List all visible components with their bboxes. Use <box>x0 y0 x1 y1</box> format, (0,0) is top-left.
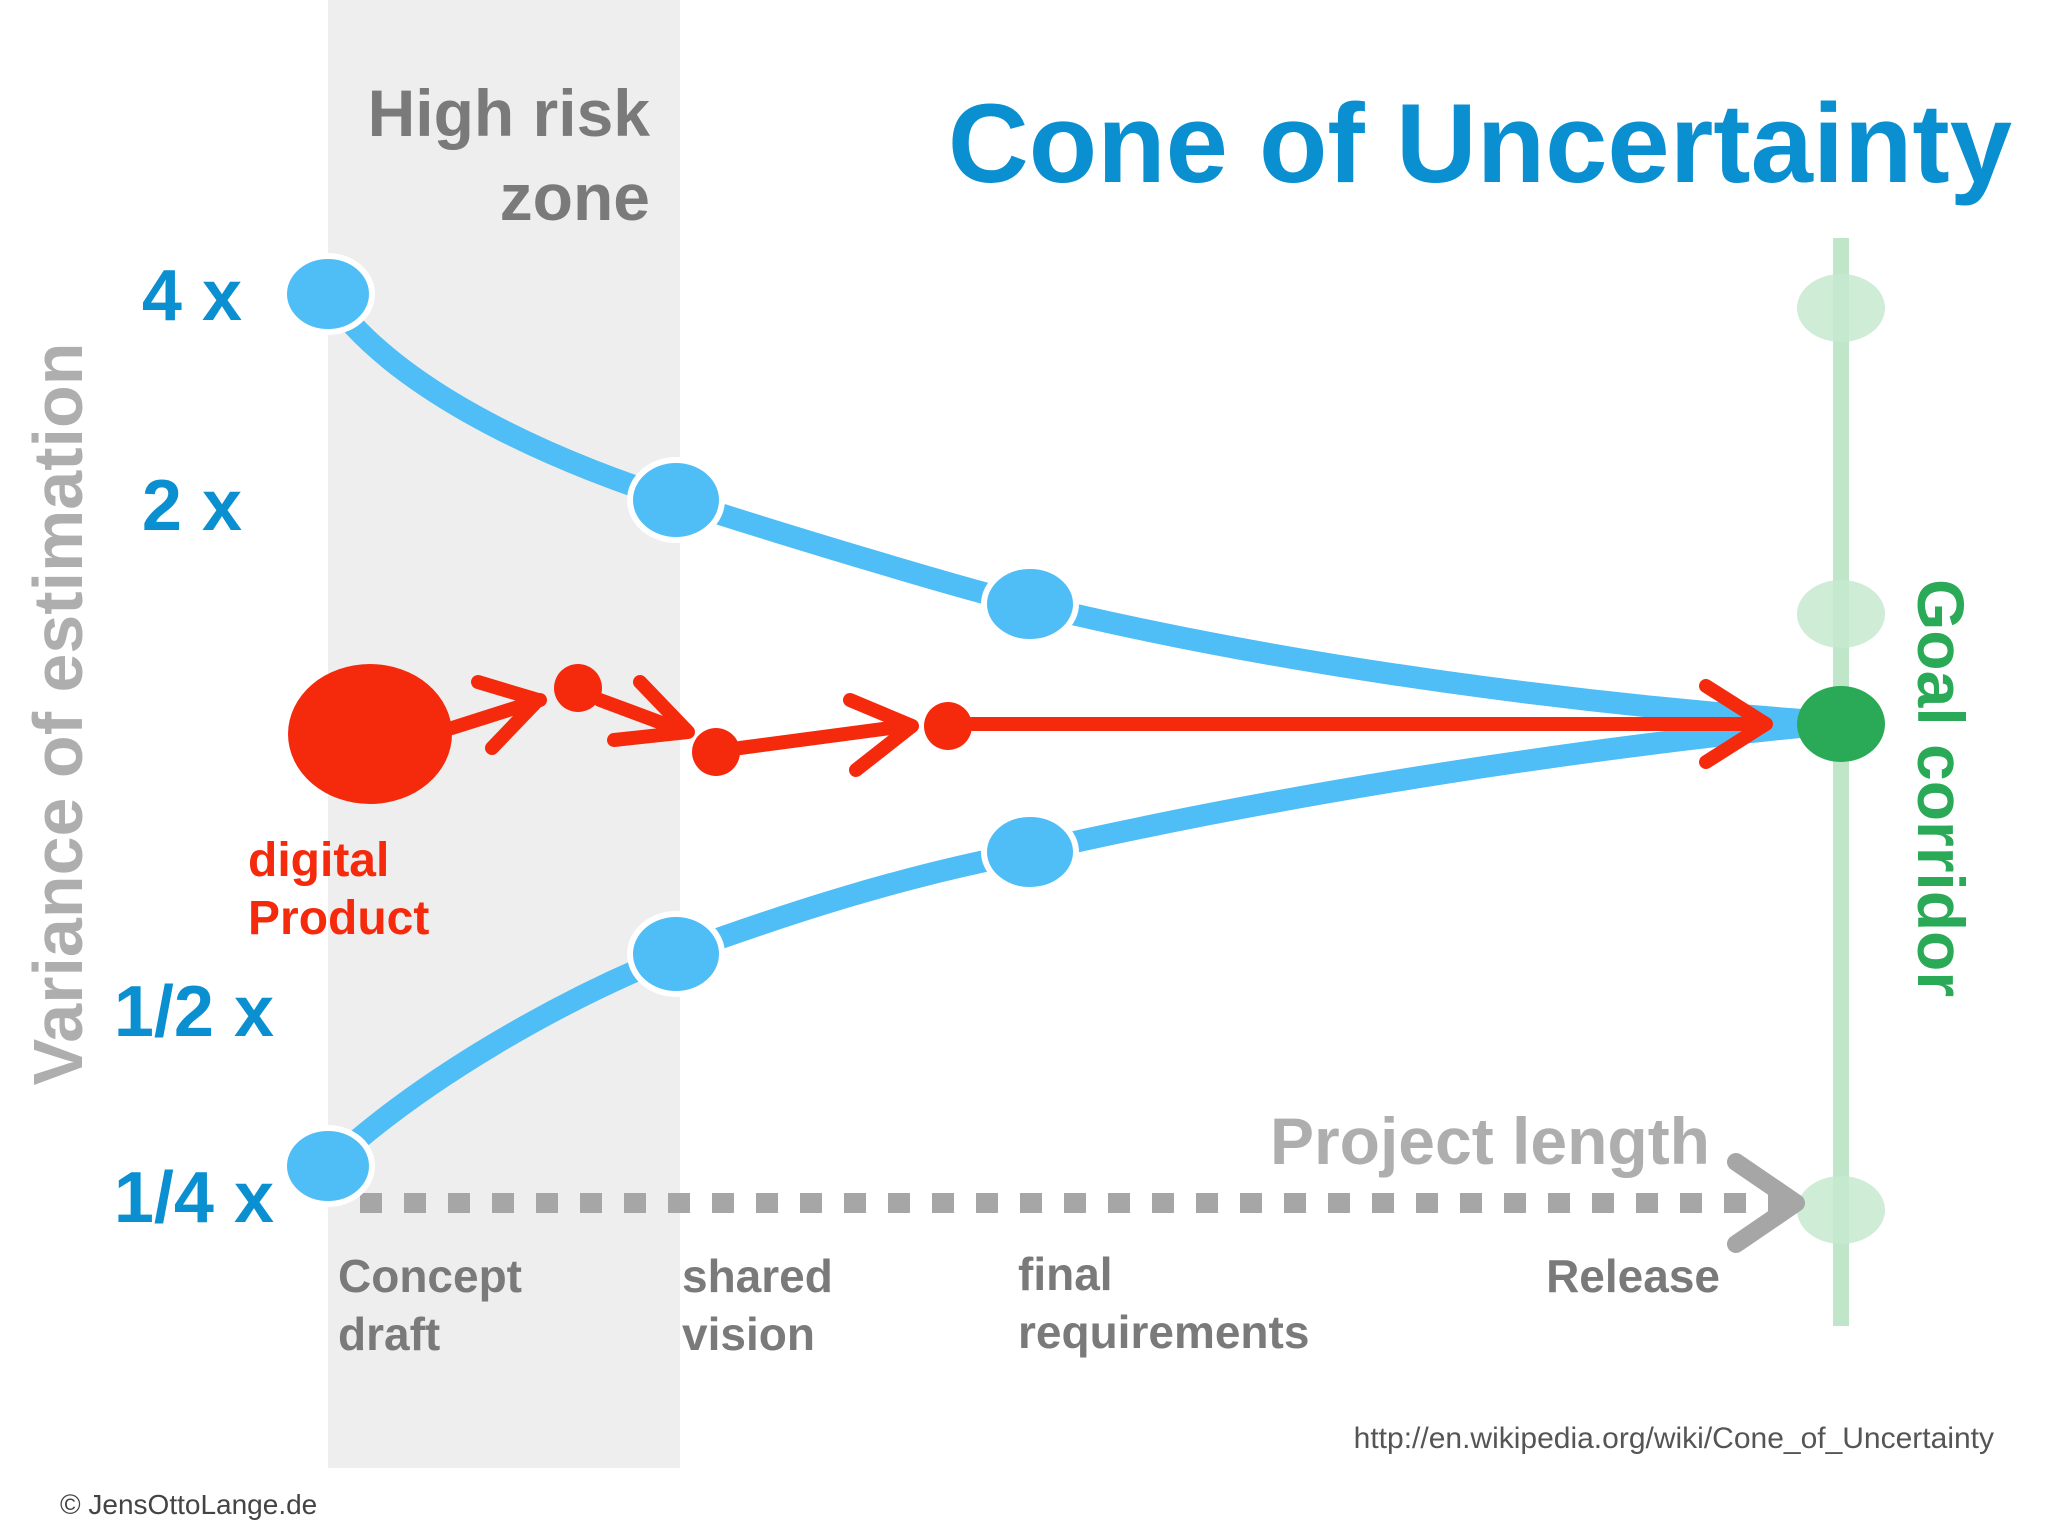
zone-label-line2: zone <box>500 160 650 234</box>
milestone-concept-draft-line1: Concept <box>338 1250 522 1302</box>
level-label-half-x: 1/2 x <box>114 972 274 1052</box>
goal-corridor-dot-top <box>1797 274 1885 342</box>
cone-upper-curve <box>317 283 1841 733</box>
cone-dot-shared-vision-upper <box>627 457 725 543</box>
cone-dot-quarter-x <box>281 1125 375 1207</box>
product-waypoint-3 <box>924 702 972 750</box>
product-waypoint-1 <box>554 664 602 712</box>
product-arrow-final-head <box>1699 679 1773 769</box>
goal-corridor-label: Goal corridor <box>1904 579 1978 997</box>
x-axis-label: Project length <box>1270 1104 1710 1178</box>
goal-corridor-dot-bottom <box>1797 1176 1885 1244</box>
goal-corridor-dot-upper <box>1797 580 1885 648</box>
cone-dot-final-requirements-upper <box>981 563 1079 645</box>
zone-label-line1: High risk <box>368 76 651 150</box>
goal-corridor-band <box>1833 238 1849 1326</box>
project-length-arrowhead <box>1727 1153 1805 1253</box>
level-label-quarter-x: 1/4 x <box>114 1158 274 1238</box>
cone-dot-4x <box>281 253 375 335</box>
page-title: Cone of Uncertainty <box>948 81 2012 206</box>
cone-lower-curve <box>317 713 1841 1177</box>
source-url[interactable]: http://en.wikipedia.org/wiki/Cone_of_Unc… <box>1354 1422 1994 1455</box>
product-arrow-2-head <box>607 675 695 747</box>
copyright: © JensOttoLange.de <box>60 1489 317 1520</box>
product-arrow-3-shaft <box>733 719 913 755</box>
milestone-release: Release <box>1546 1250 1720 1302</box>
milestone-shared-vision-line1: shared <box>682 1250 833 1302</box>
digital-product-label-line1: digital <box>248 834 389 887</box>
level-label-4x: 4 x <box>142 256 242 336</box>
digital-product-dot <box>288 664 452 804</box>
cone-dot-shared-vision-lower <box>627 911 725 997</box>
goal-dot <box>1797 686 1885 762</box>
y-axis-label: Variance of estimation <box>19 342 97 1085</box>
product-arrow-2-shaft <box>593 693 693 739</box>
product-arrow-1-head <box>471 675 545 755</box>
milestone-shared-vision-line2: vision <box>682 1308 815 1360</box>
level-label-2x: 2 x <box>142 466 242 546</box>
digital-product-label-line2: Product <box>248 892 429 945</box>
product-waypoint-2 <box>692 728 740 776</box>
product-arrow-3-head <box>843 693 919 777</box>
milestone-final-requirements-line2: requirements <box>1018 1306 1309 1358</box>
cone-dot-final-requirements-lower <box>981 811 1079 893</box>
milestone-final-requirements-line1: final <box>1018 1248 1113 1300</box>
milestone-concept-draft-line2: draft <box>338 1308 440 1360</box>
